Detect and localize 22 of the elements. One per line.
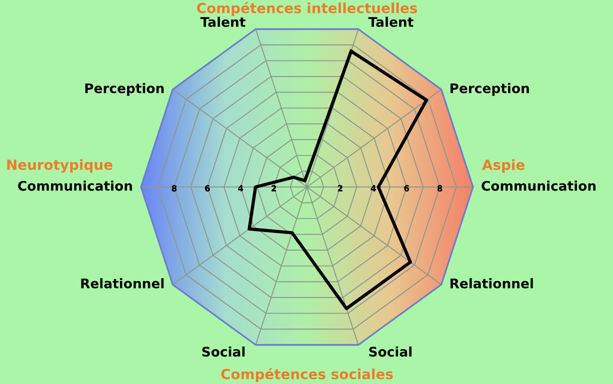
y-tick-label: 6 — [404, 185, 410, 192]
spoke-label: Relationnel — [81, 278, 164, 288]
spoke-label: Communication — [482, 180, 596, 191]
spoke-label: Perception — [85, 83, 164, 96]
chart-title: Compétences intellectuelles — [197, 2, 417, 16]
spoke-label: Talent — [200, 16, 246, 27]
text: Compétences sociales — [221, 368, 393, 382]
y-tick-label: 8 — [172, 185, 177, 192]
text: Neurotypique — [7, 159, 112, 173]
spoke-label: Talent — [368, 16, 414, 27]
y-tick-label: 4 — [238, 185, 244, 192]
y-tick-label: 8 — [437, 185, 442, 192]
spoke-label: Social — [202, 346, 245, 357]
y-tick-label: 2 — [338, 185, 342, 192]
text: Aspie — [482, 159, 524, 173]
spoke-label: Communication — [18, 180, 132, 191]
y-tick-label: 4 — [370, 185, 376, 192]
spoke-label: Relationnel — [450, 278, 533, 288]
y-tick-label: 2 — [272, 185, 276, 192]
y-tick-label: 6 — [205, 185, 210, 192]
spoke-label: Perception — [450, 83, 529, 96]
spoke-label: Social — [369, 346, 412, 357]
